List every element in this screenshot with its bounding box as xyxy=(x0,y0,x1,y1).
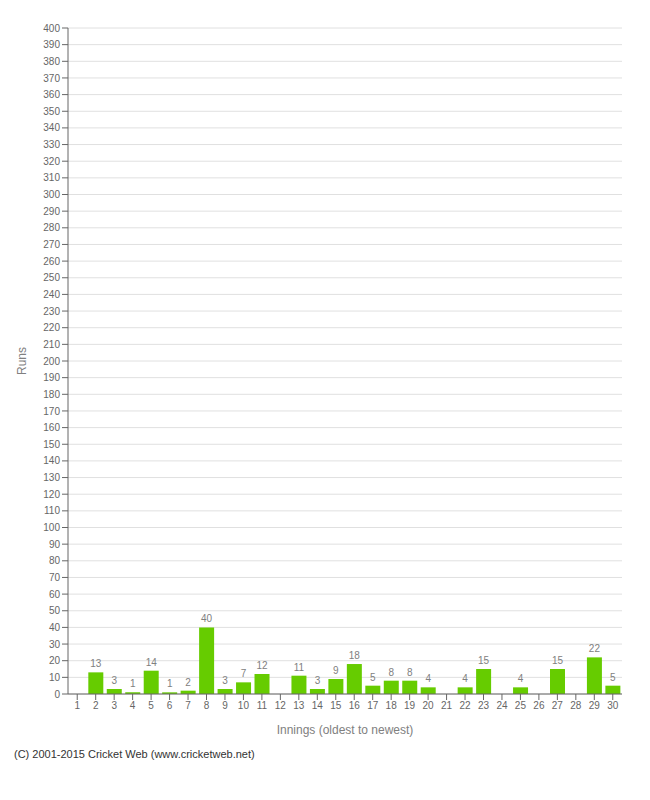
svg-text:12: 12 xyxy=(275,700,287,711)
svg-text:4: 4 xyxy=(425,673,431,684)
svg-text:4: 4 xyxy=(518,673,524,684)
svg-text:210: 210 xyxy=(43,339,60,350)
svg-text:16: 16 xyxy=(349,700,361,711)
svg-text:330: 330 xyxy=(43,139,60,150)
html-text:(C) 2001-2015 Cricket Web (www: (C) 2001-2015 Cricket Web (www.cricketwe… xyxy=(14,748,255,760)
svg-text:7: 7 xyxy=(185,700,191,711)
svg-text:40: 40 xyxy=(201,613,213,624)
svg-text:250: 250 xyxy=(43,272,60,283)
svg-text:3: 3 xyxy=(111,700,117,711)
svg-text:280: 280 xyxy=(43,222,60,233)
svg-text:8: 8 xyxy=(388,667,394,678)
svg-text:15: 15 xyxy=(478,655,490,666)
svg-text:Innings (oldest to newest): Innings (oldest to newest) xyxy=(277,723,414,737)
svg-text:6: 6 xyxy=(167,700,173,711)
svg-text:100: 100 xyxy=(43,522,60,533)
svg-text:4: 4 xyxy=(462,673,468,684)
svg-text:290: 290 xyxy=(43,206,60,217)
svg-text:5: 5 xyxy=(148,700,154,711)
svg-text:Runs: Runs xyxy=(15,347,29,375)
svg-text:110: 110 xyxy=(44,505,60,516)
svg-text:60: 60 xyxy=(49,589,61,600)
svg-text:380: 380 xyxy=(43,56,60,67)
svg-text:29: 29 xyxy=(589,700,601,711)
svg-text:22: 22 xyxy=(589,643,601,654)
svg-text:340: 340 xyxy=(43,122,60,133)
svg-text:160: 160 xyxy=(43,422,60,433)
svg-text:30: 30 xyxy=(607,700,619,711)
svg-text:1: 1 xyxy=(74,700,80,711)
svg-text:2: 2 xyxy=(185,677,191,688)
svg-text:7: 7 xyxy=(241,668,247,679)
svg-text:11: 11 xyxy=(257,700,268,711)
svg-text:23: 23 xyxy=(478,700,490,711)
svg-text:140: 140 xyxy=(43,455,60,466)
svg-text:260: 260 xyxy=(43,256,60,267)
svg-text:300: 300 xyxy=(43,189,60,200)
svg-text:130: 130 xyxy=(43,472,60,483)
svg-text:11: 11 xyxy=(294,662,305,673)
svg-text:9: 9 xyxy=(333,665,339,676)
svg-text:21: 21 xyxy=(441,700,453,711)
svg-text:400: 400 xyxy=(43,23,60,34)
svg-text:5: 5 xyxy=(610,672,616,683)
svg-text:20: 20 xyxy=(423,700,435,711)
svg-text:240: 240 xyxy=(43,289,60,300)
svg-text:50: 50 xyxy=(49,605,61,616)
svg-text:90: 90 xyxy=(49,539,61,550)
svg-text:360: 360 xyxy=(43,89,60,100)
svg-text:13: 13 xyxy=(90,658,102,669)
svg-text:3: 3 xyxy=(111,675,117,686)
svg-text:200: 200 xyxy=(43,356,60,367)
svg-text:70: 70 xyxy=(49,572,61,583)
svg-text:9: 9 xyxy=(222,700,228,711)
svg-text:18: 18 xyxy=(386,700,398,711)
svg-text:10: 10 xyxy=(49,672,61,683)
svg-text:28: 28 xyxy=(570,700,582,711)
svg-text:14: 14 xyxy=(146,657,158,668)
svg-text:40: 40 xyxy=(49,622,61,633)
svg-text:180: 180 xyxy=(43,389,60,400)
svg-text:15: 15 xyxy=(330,700,342,711)
svg-text:26: 26 xyxy=(533,700,545,711)
svg-text:3: 3 xyxy=(315,675,321,686)
svg-text:220: 220 xyxy=(43,322,60,333)
svg-text:19: 19 xyxy=(404,700,416,711)
svg-text:17: 17 xyxy=(367,700,379,711)
svg-text:5: 5 xyxy=(370,672,376,683)
svg-text:150: 150 xyxy=(43,439,60,450)
svg-text:120: 120 xyxy=(43,489,60,500)
svg-text:24: 24 xyxy=(496,700,508,711)
svg-text:320: 320 xyxy=(43,156,60,167)
svg-text:20: 20 xyxy=(49,655,61,666)
svg-text:13: 13 xyxy=(293,700,305,711)
svg-text:30: 30 xyxy=(49,639,61,650)
svg-text:350: 350 xyxy=(43,106,60,117)
svg-text:80: 80 xyxy=(49,555,61,566)
svg-text:1: 1 xyxy=(167,678,173,689)
svg-text:390: 390 xyxy=(43,39,60,50)
svg-text:8: 8 xyxy=(407,667,413,678)
svg-text:270: 270 xyxy=(43,239,60,250)
svg-text:12: 12 xyxy=(256,660,268,671)
svg-text:8: 8 xyxy=(204,700,210,711)
svg-text:170: 170 xyxy=(43,406,60,417)
svg-text:310: 310 xyxy=(43,172,60,183)
svg-text:190: 190 xyxy=(43,372,60,383)
svg-text:22: 22 xyxy=(459,700,471,711)
svg-text:27: 27 xyxy=(552,700,564,711)
svg-text:230: 230 xyxy=(43,306,60,317)
svg-text:14: 14 xyxy=(312,700,324,711)
svg-text:15: 15 xyxy=(552,655,564,666)
svg-text:18: 18 xyxy=(349,650,361,661)
svg-text:1: 1 xyxy=(130,678,136,689)
svg-text:0: 0 xyxy=(54,689,60,700)
svg-text:3: 3 xyxy=(222,675,228,686)
svg-text:4: 4 xyxy=(130,700,136,711)
svg-text:25: 25 xyxy=(515,700,527,711)
svg-text:2: 2 xyxy=(93,700,99,711)
svg-text:370: 370 xyxy=(43,73,60,84)
svg-text:10: 10 xyxy=(238,700,250,711)
